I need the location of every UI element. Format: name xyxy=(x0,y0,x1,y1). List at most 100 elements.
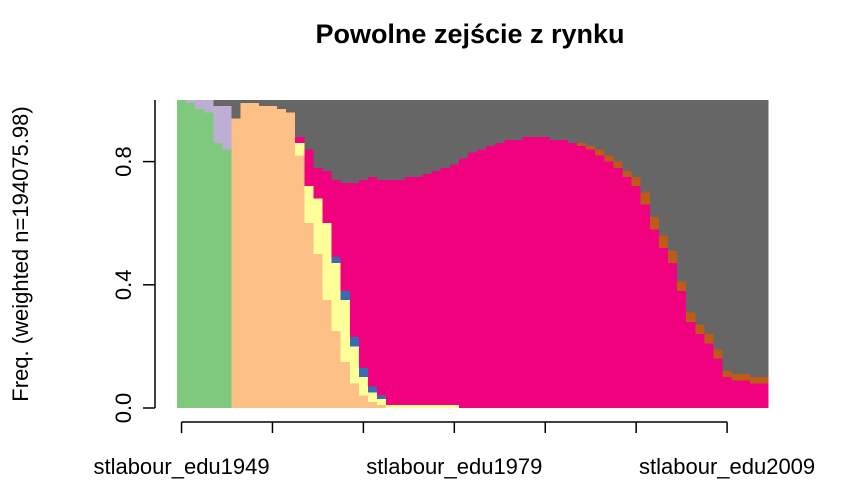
bar-segment xyxy=(586,149,596,408)
bar-segment xyxy=(386,180,396,405)
bar-segment xyxy=(367,392,378,402)
bar-segment xyxy=(604,155,615,162)
bar-segment xyxy=(549,140,560,409)
chart-title: Powolne zejście z rynku xyxy=(315,19,624,49)
bar-segment xyxy=(422,404,433,408)
bar-segment xyxy=(404,177,414,405)
bar-segment xyxy=(713,349,724,359)
bar-segment xyxy=(658,235,669,248)
bar-segment xyxy=(340,290,351,301)
bar-segment xyxy=(258,106,269,408)
bar-segment xyxy=(413,177,424,405)
bar-segment xyxy=(495,143,505,408)
bar-segment xyxy=(613,161,624,168)
bar-segment xyxy=(486,146,496,408)
bar-segment xyxy=(395,404,405,408)
bar-segment xyxy=(486,100,496,147)
bar-segment xyxy=(331,263,342,331)
bar-segment xyxy=(540,100,551,137)
bar-segment xyxy=(249,103,260,408)
bar-segment xyxy=(658,100,669,236)
bar-segment xyxy=(222,106,233,150)
bar-segment xyxy=(404,404,414,408)
bar-segment xyxy=(704,343,715,408)
bar-segment xyxy=(504,140,515,409)
bar-segment xyxy=(713,100,724,350)
bar-segment xyxy=(449,404,460,408)
bar-segment xyxy=(686,312,696,322)
bar-segment xyxy=(377,100,387,181)
bar-segment xyxy=(204,100,214,113)
bar-segment xyxy=(567,143,578,408)
bar-segment xyxy=(358,100,369,181)
bar-segment xyxy=(358,180,369,368)
bar-segment xyxy=(313,100,324,168)
y-tick-label: 0.0 xyxy=(111,393,136,424)
bar-segment xyxy=(240,103,251,408)
bar-segment xyxy=(340,300,351,362)
bar-segment xyxy=(231,100,242,119)
bar-segment xyxy=(758,383,769,408)
bar-segment xyxy=(367,401,378,408)
y-tick-label: 0.8 xyxy=(111,146,136,177)
bar-segment xyxy=(540,136,551,408)
bar-segment xyxy=(313,198,324,254)
bar-segment xyxy=(513,140,524,409)
bar-segment xyxy=(722,371,733,378)
bar-segment xyxy=(440,100,451,168)
bar-segment xyxy=(622,177,633,408)
bar-segment xyxy=(331,180,342,258)
bar-segment xyxy=(695,324,705,335)
bar-segment xyxy=(513,100,524,141)
bar-segment xyxy=(395,100,405,181)
bar-segment xyxy=(640,204,651,408)
bar-segment xyxy=(349,383,360,408)
bar-segment xyxy=(295,143,305,156)
bar-segment xyxy=(213,100,224,107)
bar-segment xyxy=(758,100,769,378)
bar-segment xyxy=(467,100,478,153)
x-tick-label: stlabour_edu2009 xyxy=(639,454,815,479)
bar-segment xyxy=(286,100,296,113)
bar-segment xyxy=(340,183,351,291)
bar-segment xyxy=(222,149,233,408)
bar-segment xyxy=(458,158,469,408)
bar-segment xyxy=(177,100,187,408)
bar-segment xyxy=(595,155,605,408)
bar-segment xyxy=(286,112,296,408)
bar-segment xyxy=(622,100,633,171)
bar-segment xyxy=(722,100,733,372)
bar-segment xyxy=(631,100,642,177)
bar-segment xyxy=(440,167,451,405)
bar-segment xyxy=(349,100,360,184)
bar-segment xyxy=(277,109,287,409)
bar-segment xyxy=(231,118,242,408)
bar-segment xyxy=(667,250,678,264)
bar-segment xyxy=(304,149,314,187)
bar-segment xyxy=(713,358,724,408)
bar-segment xyxy=(577,100,587,144)
bar-segment xyxy=(595,100,605,150)
bar-segment xyxy=(195,109,205,409)
bar-segment xyxy=(477,149,487,408)
bar-segment xyxy=(595,149,605,156)
y-axis-label: Freq. (weighted n=194075.98) xyxy=(8,106,33,401)
bar-segment xyxy=(367,177,378,387)
bar-segment xyxy=(377,404,387,408)
bar-segment xyxy=(731,374,742,381)
bar-segment xyxy=(422,100,433,174)
bar-segment xyxy=(404,100,414,177)
bar-segment xyxy=(377,180,387,396)
bar-segment xyxy=(322,100,333,171)
bar-segment xyxy=(740,374,751,381)
bar-segment xyxy=(686,321,696,408)
bar-segment xyxy=(386,404,396,408)
bar-segment xyxy=(604,161,615,408)
bar-segment xyxy=(367,386,378,393)
bar-segment xyxy=(677,290,687,408)
bar-segment xyxy=(658,247,669,408)
bar-segment xyxy=(531,136,542,408)
bar-segment xyxy=(340,361,351,408)
bar-segment xyxy=(377,395,387,399)
